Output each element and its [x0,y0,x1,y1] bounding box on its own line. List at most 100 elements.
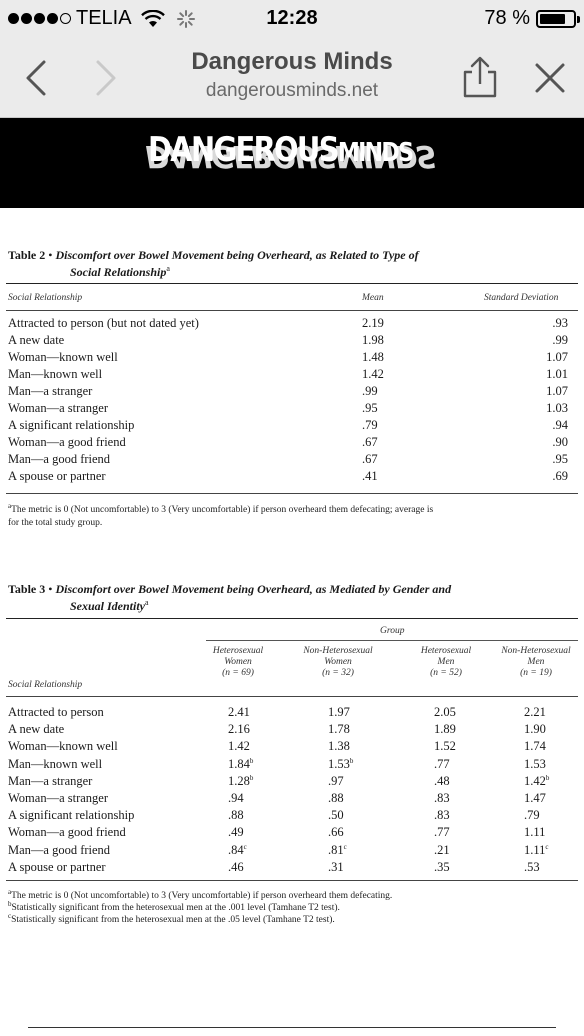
site-banner[interactable]: DANGEROUSMINDS DANGEROUSMINDS [0,118,584,208]
table3-group-col: Heterosexual Men (n = 52) [420,646,472,678]
table3-cell-value: .81c [328,842,347,857]
table3-cell-relationship: Woman—a good friend [8,825,126,840]
table3-cell-value: 1.97 [328,705,350,720]
table2-cell-mean: .95 [362,401,378,415]
table3-cell-value: 1.53b [328,756,354,771]
table3-cell-relationship: Man—known well [8,756,103,771]
table3-cell-value: .53 [524,859,540,874]
table3-row: A new date 2.16 1.78 1.89 1.90 [6,722,578,739]
table3-footnote: bStatistically significant from the hete… [8,900,340,914]
table2-row: Man—known well 1.42 1.01 [6,367,578,384]
table3-cell-relationship: Man—a stranger [8,773,93,788]
table3-row: Woman—known well 1.42 1.38 1.52 1.74 [6,739,578,756]
table3-group-col: Heterosexual Women (n = 69) [212,646,264,678]
table3-cell-relationship: A spouse or partner [8,859,106,874]
status-time: 12:28 [266,7,318,29]
page-url[interactable]: dangerousminds.net [205,80,379,101]
table2-cell-mean: .79 [362,418,378,432]
table2-cell-sd: .99 [552,333,568,347]
table2-cell-relationship: A significant relationship [8,418,135,432]
table3-cell-value: .94 [228,791,244,806]
table3-cell-value: .88 [328,791,344,806]
table3-cell-value: 2.16 [228,722,250,737]
table3-cell-value: .21 [434,842,450,857]
table3-row: Man—known well 1.84b 1.53b .77 1.53 [6,757,578,774]
page-bottom-rule [28,1027,556,1028]
table2-header-rule [6,310,578,311]
table2-cell-sd: 1.03 [546,401,568,415]
table3-footnote: cStatistically significant from the hete… [8,912,335,926]
table2-row: Woman—a good friend .67 .90 [6,435,578,452]
table2-cell-sd: .94 [552,418,568,432]
table3-cell-value: 1.47 [524,791,546,806]
site-logo[interactable]: DANGEROUSMINDS [148,130,414,170]
table2-cell-relationship: Man—a good friend [8,452,111,466]
table3-cell-value: .88 [228,808,244,823]
activity-spinner-icon [176,9,195,28]
table3-cell-relationship: Man—a good friend [8,842,111,857]
table3-cell-value: 1.74 [524,739,546,754]
table3-cell-value: .46 [228,859,244,874]
table3-row: Man—a good friend .84c .81c .21 1.11c [6,843,578,860]
table2-note: aThe metric is 0 (Not uncomfortable) to … [8,502,434,529]
table2-cell-sd: .95 [552,452,568,466]
table2-cell-relationship: Woman—a stranger [8,401,108,415]
back-chevron-icon[interactable] [22,58,50,98]
table2-cell-sd: 1.01 [546,367,568,381]
table2-cell-mean: .99 [362,384,378,398]
table3-cell-value: 1.89 [434,722,456,737]
table3-cell-value: 1.53 [524,756,546,771]
table3-row: Attracted to person 2.41 1.97 2.05 2.21 [6,705,578,722]
table3-title: Table 3 • Discomfort over Bowel Movement… [8,582,452,613]
table2-col-relationship: Social Relationship [8,293,83,303]
table2-cell-mean: 2.19 [362,316,384,330]
table3-cell-value: 1.52 [434,739,456,754]
table3-group-col: Non-Heterosexual Women (n = 32) [303,646,373,678]
table2-cell-relationship: Woman—known well [8,350,118,364]
wifi-icon [140,9,165,27]
table2-cell-mean: 1.42 [362,367,384,381]
table3-cell-value: 1.11c [524,842,549,857]
table3-header-rule [6,696,578,697]
table3-cell-value: .83 [434,791,450,806]
battery-percent: 78 % [484,7,530,29]
carrier-name: TELIA [76,7,132,29]
close-icon[interactable] [532,60,568,96]
table2-cell-relationship: Man—known well [8,367,103,381]
table3-footnote: aThe metric is 0 (Not uncomfortable) to … [8,888,393,902]
table2-cell-mean: 1.98 [362,333,384,347]
table3-row: Man—a stranger 1.28b .97 .48 1.42b [6,774,578,791]
table3-cell-relationship: A significant relationship [8,808,135,823]
forward-chevron-icon [96,60,116,96]
table3-cell-relationship: Woman—known well [8,739,118,754]
table3-cell-value: 1.78 [328,722,350,737]
table2-cell-mean: 1.48 [362,350,384,364]
table2-cell-sd: .69 [552,469,568,483]
browser-nav-bar: Dangerous Minds dangerousminds.net [0,38,584,118]
table3-cell-value: .79 [524,808,540,823]
table2-row: A spouse or partner .41 .69 [6,469,578,486]
table3-group-rule [206,640,578,641]
table2-row: Man—a stranger .99 1.07 [6,384,578,401]
page-title: Dangerous Minds [191,48,393,75]
table2-col-mean: Mean [362,293,384,303]
table3-row: Woman—a good friend .49 .66 .77 1.11 [6,825,578,842]
table2-cell-relationship: A spouse or partner [8,469,106,483]
table3-row: A significant relationship .88 .50 .83 .79 [6,808,578,825]
table2-cell-sd: 1.07 [546,384,568,398]
share-icon[interactable] [462,56,498,98]
table3-group-header: Group [380,626,405,636]
status-bar: TELIA 12:28 78 % [0,0,584,38]
table2-row: Woman—known well 1.48 1.07 [6,350,578,367]
battery-level-fill [540,13,565,24]
table3-cell-value: .97 [328,773,344,788]
table2-cell-sd: .90 [552,435,568,449]
table3-cell-value: .83 [434,808,450,823]
table3-cell-value: 1.90 [524,722,546,737]
table3-cell-value: 1.42 [228,739,250,754]
table3-cell-value: 2.21 [524,705,546,720]
table3-cell-value: .50 [328,808,344,823]
table3-cell-value: 2.05 [434,705,456,720]
table3-row: A spouse or partner .46 .31 .35 .53 [6,860,578,877]
table3-cell-value: 1.11 [524,825,546,840]
